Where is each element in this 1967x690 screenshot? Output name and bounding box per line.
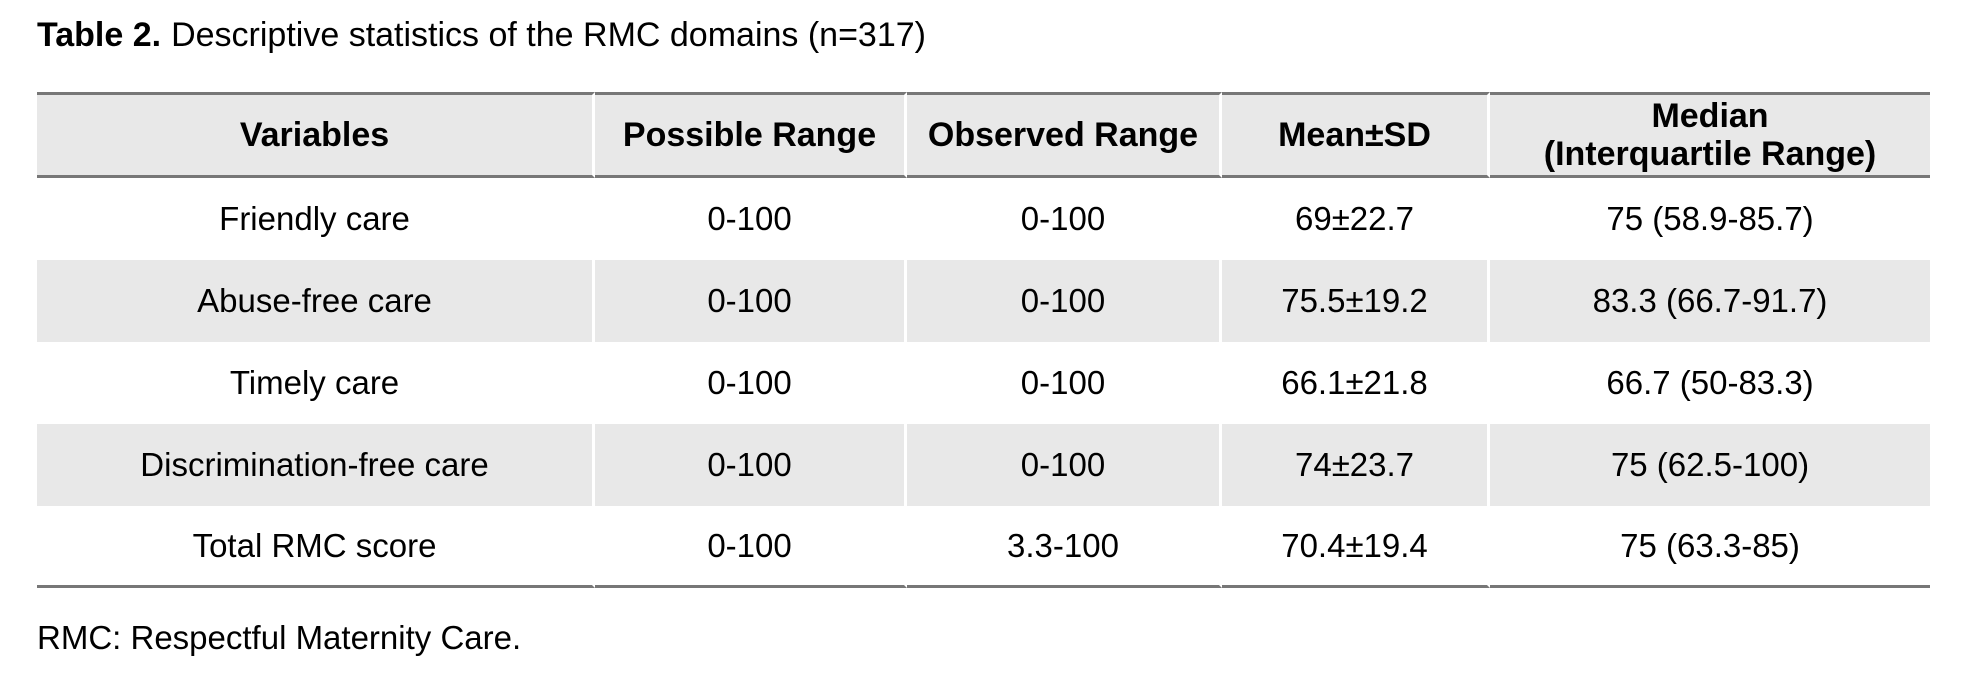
cell-mean-sd: 69±22.7 (1221, 178, 1491, 260)
cell-mean-sd: 66.1±21.8 (1221, 342, 1491, 424)
cell-observed-range: 0-100 (907, 342, 1222, 424)
cell-possible-range: 0-100 (595, 178, 907, 260)
cell-median-iqr: 75 (58.9-85.7) (1490, 178, 1930, 260)
table-row-discrimination-free-care: Discrimination-free care 0-100 0-100 74±… (37, 424, 1930, 506)
table-header-row: Variables Possible Range Observed Range … (37, 92, 1930, 178)
cell-mean-sd: 70.4±19.4 (1221, 506, 1491, 588)
cell-observed-range: 0-100 (907, 424, 1222, 506)
cell-possible-range: 0-100 (595, 506, 907, 588)
cell-variable: Total RMC score (37, 506, 596, 588)
cell-variable: Discrimination-free care (37, 424, 596, 506)
cell-median-iqr: 66.7 (50-83.3) (1490, 342, 1930, 424)
table-caption-text: Descriptive statistics of the RMC domain… (171, 16, 926, 54)
cell-possible-range: 0-100 (595, 424, 907, 506)
table-caption-label: Table 2. (37, 16, 162, 54)
table-row-friendly-care: Friendly care 0-100 0-100 69±22.7 75 (58… (37, 178, 1930, 260)
cell-variable: Timely care (37, 342, 596, 424)
column-header-observed-range: Observed Range (907, 92, 1222, 178)
cell-median-iqr: 75 (63.3-85) (1490, 506, 1930, 588)
cell-variable: Friendly care (37, 178, 596, 260)
rmc-descriptive-statistics-table: Variables Possible Range Observed Range … (37, 92, 1930, 588)
cell-observed-range: 0-100 (907, 260, 1222, 342)
cell-mean-sd: 74±23.7 (1221, 424, 1491, 506)
cell-mean-sd: 75.5±19.2 (1221, 260, 1491, 342)
cell-possible-range: 0-100 (595, 342, 907, 424)
table-row-abuse-free-care: Abuse-free care 0-100 0-100 75.5±19.2 83… (37, 260, 1930, 342)
column-header-variables: Variables (37, 92, 596, 178)
table-row-total-rmc-score: Total RMC score 0-100 3.3-100 70.4±19.4 … (37, 506, 1930, 588)
cell-observed-range: 3.3-100 (907, 506, 1222, 588)
table-caption: Table 2. Descriptive statistics of the RM… (37, 14, 1930, 56)
cell-variable: Abuse-free care (37, 260, 596, 342)
page: Table 2. Descriptive statistics of the RM… (37, 14, 1930, 656)
column-header-median-iqr: Median (Interquartile Range) (1490, 92, 1930, 178)
table-footnote: RMC: Respectful Maternity Care. (37, 619, 522, 656)
column-header-mean-sd: Mean±SD (1221, 92, 1491, 178)
column-header-possible-range: Possible Range (595, 92, 907, 178)
cell-observed-range: 0-100 (907, 178, 1222, 260)
table-row-timely-care: Timely care 0-100 0-100 66.1±21.8 66.7 (… (37, 342, 1930, 424)
cell-possible-range: 0-100 (595, 260, 907, 342)
cell-median-iqr: 83.3 (66.7-91.7) (1490, 260, 1930, 342)
cell-median-iqr: 75 (62.5-100) (1490, 424, 1930, 506)
